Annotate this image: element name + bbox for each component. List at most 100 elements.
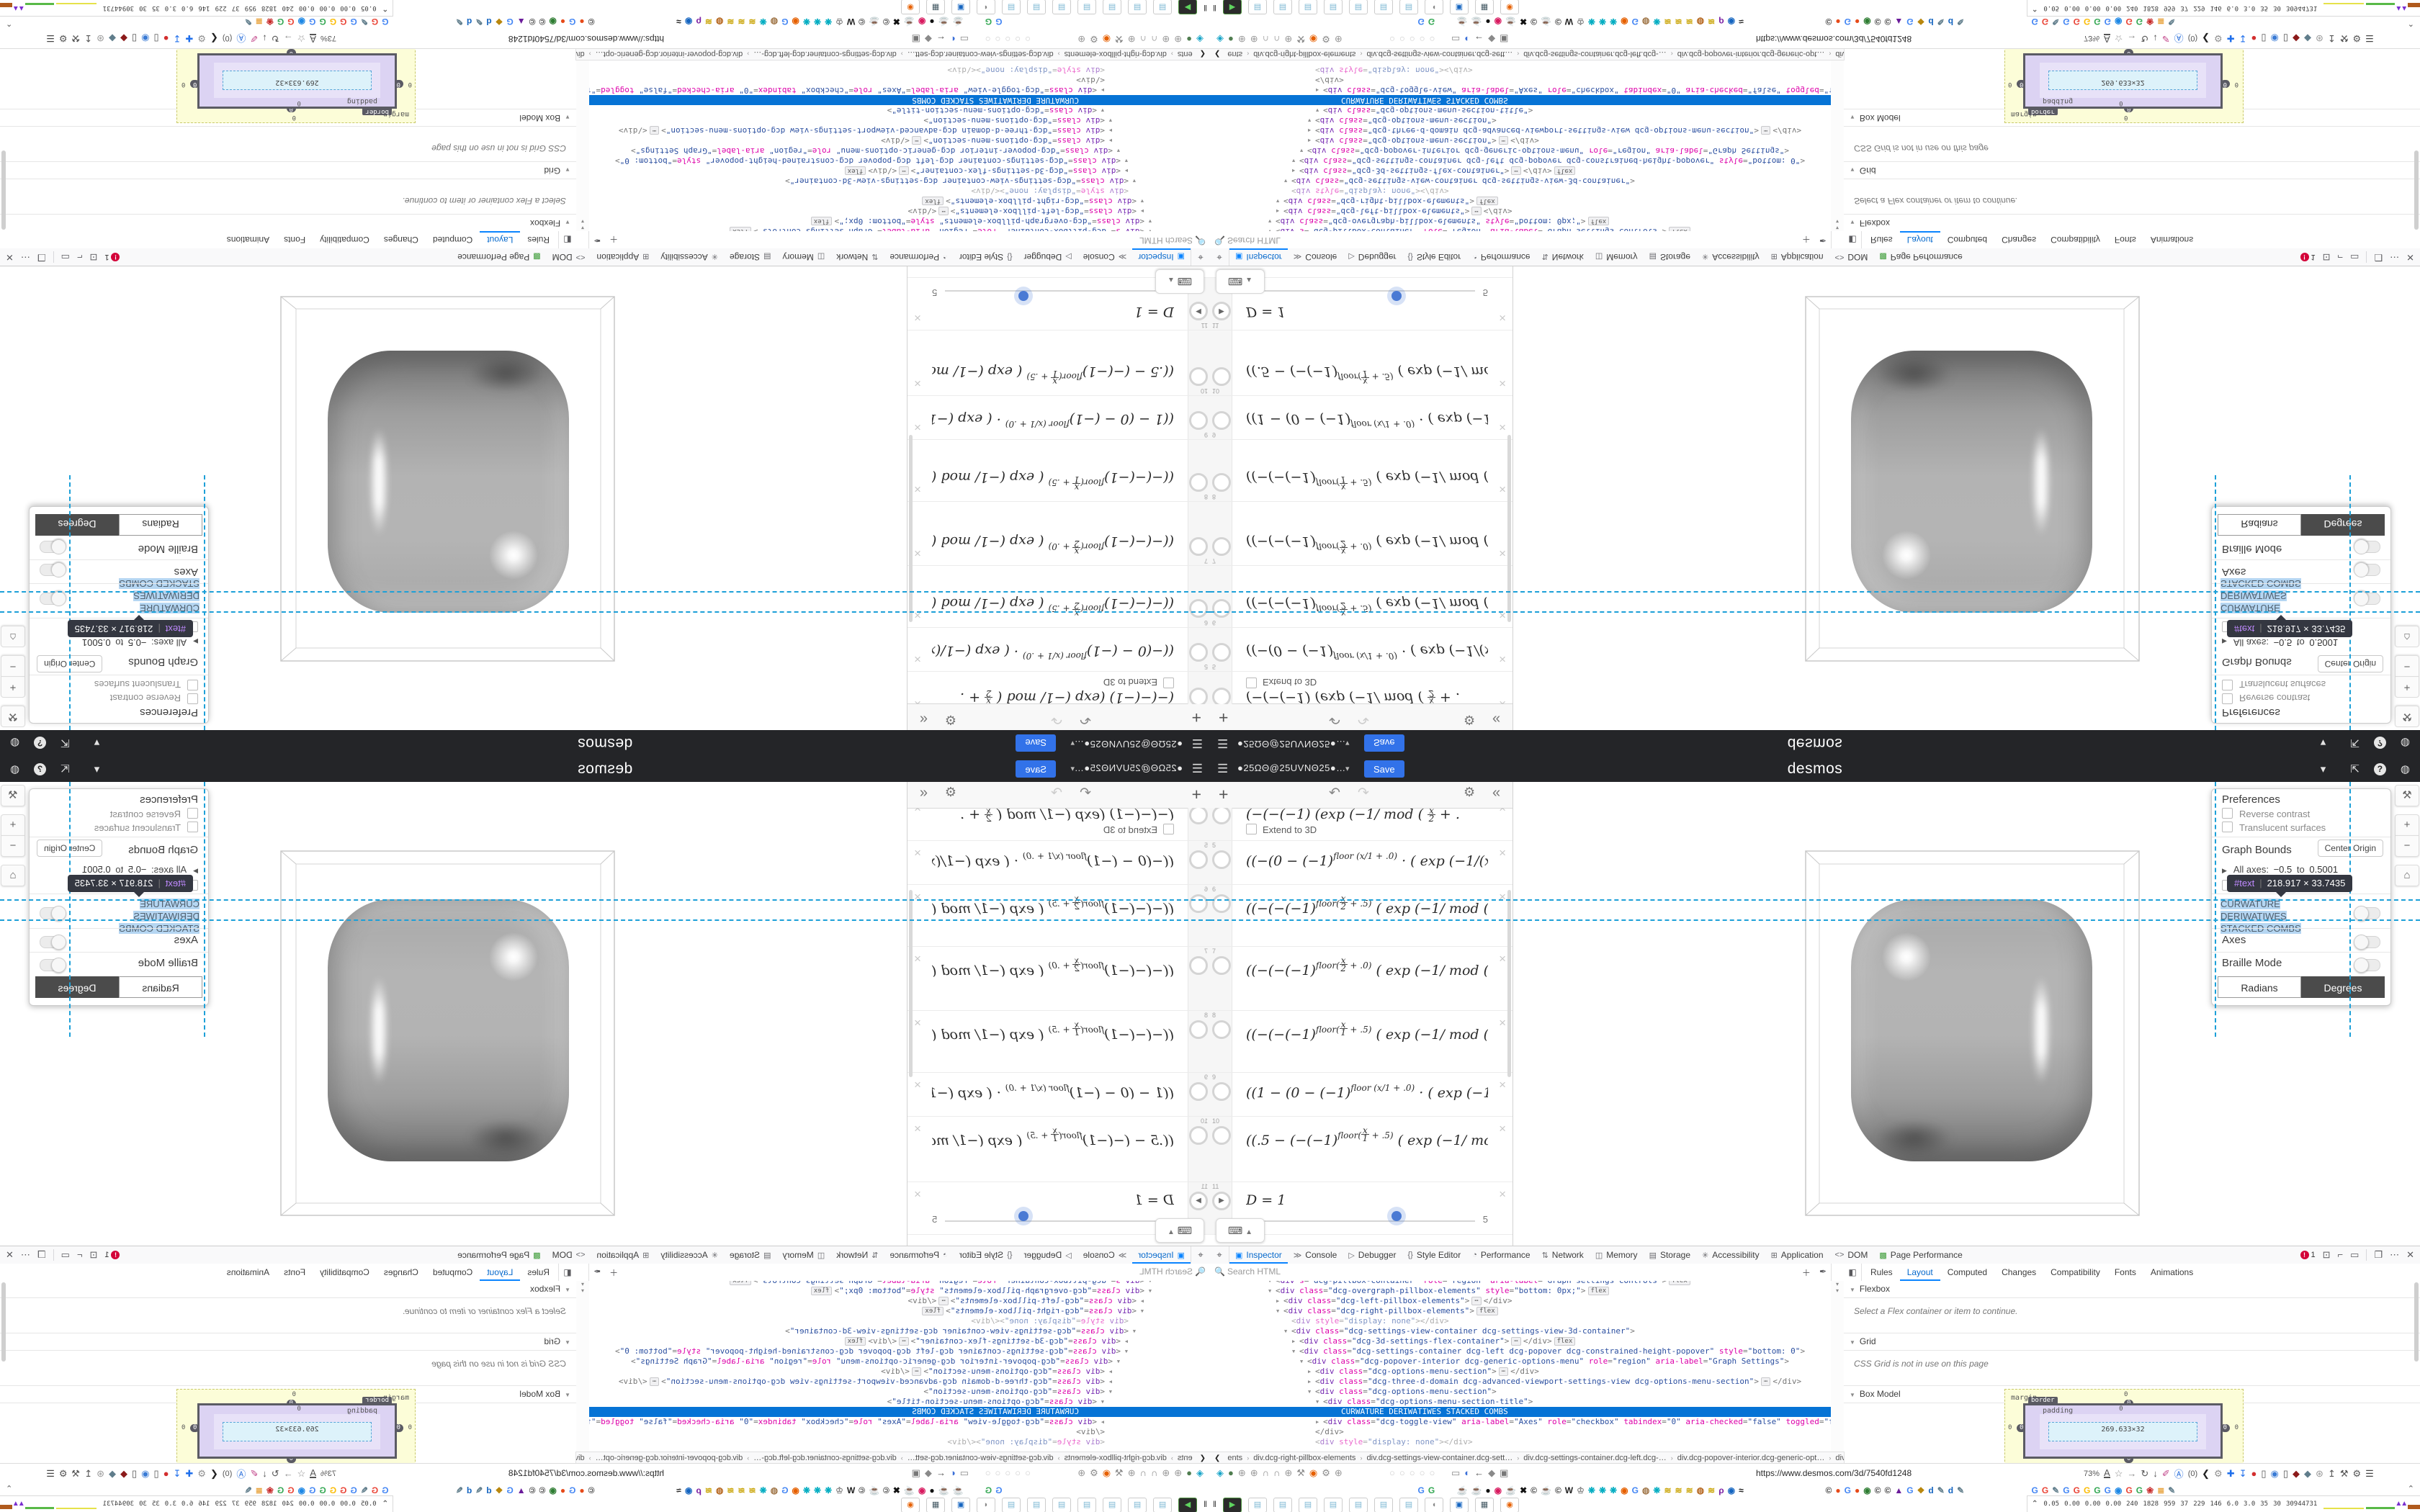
chrome-icon[interactable]: ☆: [2114, 33, 2123, 45]
bookmark-icon[interactable]: G: [2104, 1485, 2111, 1495]
twisty-icon[interactable]: ▶: [1308, 138, 1312, 143]
bookmark-icon[interactable]: ◍: [1641, 1485, 1650, 1495]
expression-row[interactable]: 5 ((−(0 − (−1)floor (x/1 + .0) · ( exp (−…: [1210, 841, 1512, 885]
devtools-tab-accessibility[interactable]: ✳ Accessibility: [660, 252, 718, 262]
bookmark-icon[interactable]: ❋: [1587, 17, 1595, 27]
bookmark-icon[interactable]: G: [371, 1485, 379, 1495]
chrome-icon[interactable]: ◉: [1309, 1467, 1318, 1478]
chrome-icon[interactable]: →: [2127, 1468, 2137, 1479]
chrome-icon[interactable]: ○: [985, 33, 991, 45]
breadcrumb-prev-icon[interactable]: ❮: [1214, 1454, 1221, 1462]
bookmark-icon[interactable]: ◉: [1494, 17, 1502, 27]
flex-badge[interactable]: flex: [730, 1281, 751, 1285]
close-icon[interactable]: ×: [914, 1187, 921, 1201]
braille-toggle[interactable]: [2354, 539, 2380, 554]
chrome-icon[interactable]: ⊕: [1250, 1467, 1258, 1478]
chrome-icon[interactable]: ◉: [1102, 34, 1111, 45]
expand-triangle-icon[interactable]: ▶: [193, 867, 198, 874]
markup-row[interactable]: ▶<div class="dcg-3d-settings-flex-contai…: [1210, 1336, 1831, 1346]
sidebar-tab-layout[interactable]: Layout: [480, 231, 520, 248]
chrome-icon[interactable]: ⊛: [2316, 33, 2323, 45]
devtools-tab-inspector[interactable]: ▣ Inspector: [1132, 248, 1191, 266]
close-icon[interactable]: ×: [1499, 546, 1506, 560]
slider[interactable]: 5: [1246, 285, 1488, 301]
toolbar-icon[interactable]: ✕: [6, 1249, 14, 1260]
breadcrumb-item[interactable]: div.dcg-popover-interior.dcg-generic-opt…: [1677, 50, 1825, 58]
close-icon[interactable]: ×: [1499, 377, 1506, 390]
bookmark-icon[interactable]: ◍: [1696, 17, 1705, 27]
slider[interactable]: 5: [932, 1211, 1174, 1227]
close-icon[interactable]: ×: [1499, 1016, 1506, 1030]
devtools-tab-accessibility[interactable]: ✳ Accessibility: [1702, 1250, 1760, 1260]
bookmark-icon[interactable]: G: [1428, 1485, 1435, 1495]
expression-toggle[interactable]: [1189, 1082, 1208, 1101]
bookmark-icon[interactable]: ©: [1531, 1485, 1537, 1495]
bookmark-icon[interactable]: d: [1948, 1485, 1954, 1495]
expression-row[interactable]: 5 ((−(0 − (−1)floor (x/1 + .0) · ( exp (−…: [1210, 627, 1512, 671]
bookmark-icon[interactable]: ❋: [802, 17, 810, 27]
markup-row[interactable]: ▼<div class="dcg-right-pillbox-elements"…: [1210, 196, 1831, 206]
bookmark-icon[interactable]: ♔: [1577, 17, 1585, 27]
error-count-badge[interactable]: ! 1: [2300, 253, 2316, 261]
chrome-icon[interactable]: ●: [2251, 33, 2257, 44]
markup-row[interactable]: ▼<div class="dcg-options-menu-section-ti…: [1316, 1397, 1533, 1406]
expression-row[interactable]: 6 ((−(−(−1)floor(x 2 + .5) ( exp (−1/ mod …: [908, 565, 1210, 627]
add-expression-button[interactable]: +: [1191, 785, 1201, 804]
bookmark-icon[interactable]: ✎: [2168, 17, 2176, 27]
grid-section-header[interactable]: ▼Grid: [1844, 1333, 2420, 1351]
close-icon[interactable]: ×: [1499, 420, 1506, 434]
twisty-icon[interactable]: ▼: [1140, 1308, 1144, 1314]
markup-row[interactable]: <div style="display: none"></div>: [1315, 1437, 1473, 1446]
chrome-icon[interactable]: ⊕: [1077, 34, 1086, 45]
chrome-icon[interactable]: ○: [1389, 33, 1395, 45]
bookmark-icon[interactable]: ❋: [1610, 17, 1618, 27]
devtools-tab-performance[interactable]: ◔ Performance: [1472, 252, 1531, 262]
chrome-icon[interactable]: ⚙: [2214, 33, 2223, 45]
twisty-icon[interactable]: ▼: [1276, 198, 1280, 204]
chrome-icon[interactable]: ◐: [1464, 1467, 1471, 1479]
chrome-icon[interactable]: ◆: [1488, 34, 1496, 45]
bookmark-icon[interactable]: ≈: [1739, 17, 1744, 27]
markup-row[interactable]: ▼<div class="dcg-settings-container dcg-…: [1292, 156, 1806, 166]
bookmark-icon[interactable]: ≋: [1708, 1485, 1716, 1495]
search-html-bar[interactable]: 🔍 Search HTML ＋ ✒: [588, 1264, 1210, 1281]
browser-tab[interactable]: ▤: [1349, 1498, 1368, 1512]
devtools-tab-application[interactable]: ⊞ Application: [1770, 252, 1824, 262]
expression-row[interactable]: 8 ((−(−(−1)floor(x 1 + .5) ( exp (−1/ mod …: [908, 439, 1210, 501]
expression-math[interactable]: ((−(−(−1)floor(x 1 + .5) ( exp (−1/ mod (…: [932, 1011, 1174, 1043]
bookmark-icon[interactable]: ✎: [475, 17, 483, 27]
bookmarks-overflow-icon[interactable]: ⌃: [2407, 1485, 2414, 1493]
expression-toggle[interactable]: [1189, 688, 1208, 704]
bookmark-icon[interactable]: G: [2104, 17, 2111, 27]
chrome-icon[interactable]: ∩: [1139, 33, 1147, 45]
expression-math[interactable]: ((−(−(−1)floor(x 2 + .0) ( exp (−1/ mod (…: [1246, 947, 1488, 978]
checkbox-icon[interactable]: [1163, 824, 1174, 834]
expression-row[interactable]: 4 (−(−(−1) (exp (−1/ mod ( x2 + . Extend t…: [1210, 808, 1512, 841]
zoom-in-button[interactable]: +: [1, 677, 25, 698]
expression-row[interactable]: 11 ▶ D = 1 5 ×: [1210, 1182, 1512, 1235]
zoom-in-button[interactable]: +: [2395, 814, 2419, 835]
browser-tab[interactable]: ▤: [1324, 1498, 1343, 1512]
zoom-out-button[interactable]: −: [1, 835, 25, 857]
expression-toggle[interactable]: [1189, 894, 1208, 913]
chrome-icon[interactable]: ▯: [153, 1467, 159, 1479]
bookmark-icon[interactable]: G: [287, 1485, 295, 1495]
twisty-icon[interactable]: ▼: [1268, 1288, 1272, 1294]
chrome-icon[interactable]: ●: [1228, 1467, 1234, 1479]
reverse-contrast-checkbox[interactable]: Reverse contrast: [110, 808, 198, 819]
bookmark-icon[interactable]: G: [2083, 1485, 2091, 1495]
flex-badge[interactable]: flex: [1476, 197, 1498, 205]
bookmark-icon[interactable]: d: [1948, 17, 1954, 27]
markup-row[interactable]: ▼<div class="dcg-popover-interior dcg-ge…: [631, 1356, 1120, 1366]
play-button[interactable]: ▶: [1189, 1192, 1208, 1210]
close-icon[interactable]: ×: [914, 608, 921, 622]
markup-scrollbar[interactable]: ▾ ▾: [575, 1281, 589, 1467]
show-more-icon[interactable]: ⋯: [911, 136, 922, 145]
bookmark-icon[interactable]: d: [1928, 1485, 1934, 1495]
chrome-icon[interactable]: ⊕: [1334, 34, 1343, 45]
devtools-tab-style-editor[interactable]: {} Style Editor: [1407, 252, 1461, 262]
bookmark-icon[interactable]: G: [995, 17, 1003, 27]
toolbar-icon[interactable]: ⋯: [2390, 1249, 2400, 1260]
browser-tab[interactable]: ▤: [1103, 0, 1121, 14]
bookmark-icon[interactable]: ☕: [938, 17, 949, 27]
